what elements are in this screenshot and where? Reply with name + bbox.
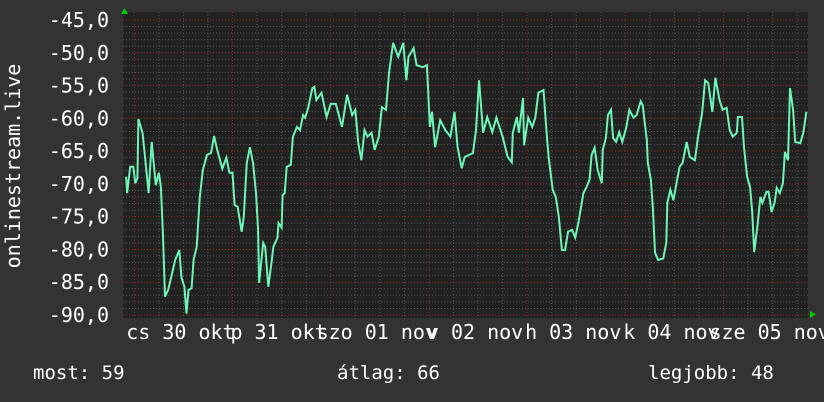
x-tick-label: cs 30 okt (126, 320, 234, 344)
series-line (125, 42, 808, 314)
plot-area (123, 12, 808, 318)
best-value: legjobb: 48 (648, 362, 774, 384)
x-tick-label: v 02 nov (427, 320, 523, 344)
x-axis-arrow-icon (810, 311, 816, 318)
x-tick-label: k 04 nov (623, 320, 719, 344)
y-tick-label: -45,0 (49, 8, 109, 32)
grid (123, 12, 808, 321)
y-tick-label: -60,0 (49, 106, 109, 130)
y-axis-ticks: -45,0 -50,0 -55,0 -60,0 -65,0 -70,0 -75,0 -80,0… (49, 8, 109, 327)
y-tick-label: -75,0 (49, 205, 109, 229)
y-tick-label: -65,0 (49, 139, 109, 163)
x-tick-label: h 03 nov (525, 320, 621, 344)
y-axis-label: onlinestream.live (1, 64, 25, 269)
y-tick-label: -80,0 (49, 237, 109, 261)
x-tick-label: szo 01 nov (317, 320, 437, 344)
y-axis-arrow-icon (121, 8, 128, 14)
x-tick-label: sze 05 nov (709, 320, 824, 344)
y-tick-label: -50,0 (49, 41, 109, 65)
y-tick-label: -70,0 (49, 172, 109, 196)
y-tick-label: -55,0 (49, 74, 109, 98)
y-tick-label: -90,0 (49, 303, 109, 327)
x-tick-label: p 31 okt (230, 320, 326, 344)
y-tick-label: -85,0 (49, 270, 109, 294)
current-value: most: 59 (33, 362, 125, 384)
average-value: átlag: 66 (337, 362, 440, 384)
